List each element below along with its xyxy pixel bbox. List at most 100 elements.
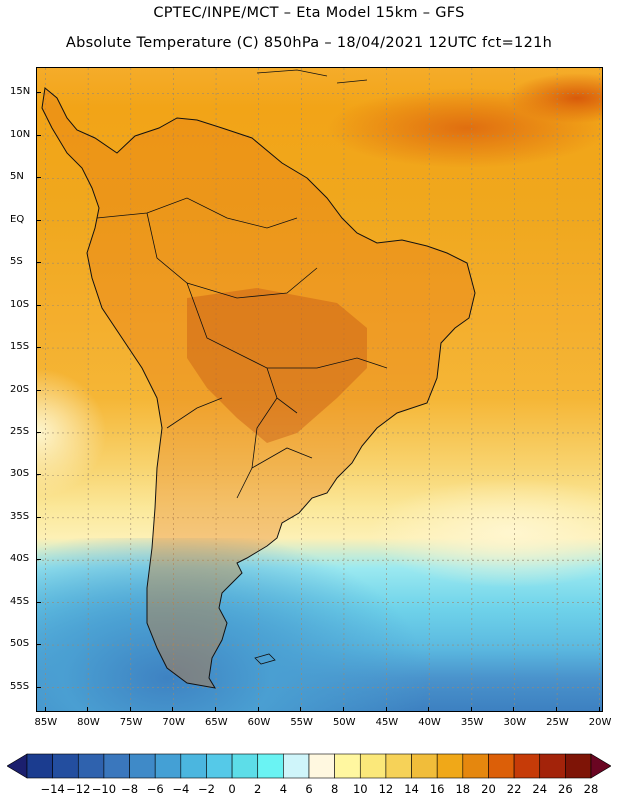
lat-tick xyxy=(36,601,41,603)
colorbar-label: 18 xyxy=(455,782,471,796)
falkland-islands xyxy=(254,653,276,665)
lon-tick xyxy=(129,707,131,712)
lat-tick xyxy=(36,389,41,391)
lat-tick xyxy=(36,304,41,306)
colorbar-label: 12 xyxy=(378,782,394,796)
lon-label: 80W xyxy=(77,717,100,728)
lat-tick xyxy=(36,134,41,136)
lon-label: 50W xyxy=(332,717,356,728)
colorbar-label: 14 xyxy=(404,782,419,796)
lat-label: 50S xyxy=(10,638,30,650)
colorbar-label: 8 xyxy=(330,782,339,796)
colorbar-swatch xyxy=(462,753,489,779)
lat-label: EQ xyxy=(10,213,25,225)
colorbar xyxy=(7,753,611,779)
colorbar-label: −6 xyxy=(146,782,164,796)
lon-tick xyxy=(428,707,430,712)
lat-label: 5N xyxy=(10,171,24,183)
colorbar-swatch xyxy=(539,753,566,779)
colorbar-swatch xyxy=(565,753,592,779)
colorbar-swatch xyxy=(26,753,53,779)
colorbar-swatch xyxy=(308,753,335,779)
colorbar-swatch xyxy=(488,753,515,779)
lon-tick xyxy=(257,707,259,712)
colorbar-swatch xyxy=(385,753,412,779)
colorbar-label: 24 xyxy=(532,782,548,796)
caribbean-islands xyxy=(256,69,368,84)
colorbar-swatch xyxy=(359,753,387,779)
colorbar-label: 6 xyxy=(305,782,313,796)
lon-tick xyxy=(342,707,344,712)
lat-tick xyxy=(36,219,41,221)
lon-tick xyxy=(598,707,600,712)
lon-tick xyxy=(513,707,515,712)
lat-tick xyxy=(36,431,41,433)
colorbar-label: 22 xyxy=(506,782,522,796)
colorbar-swatch xyxy=(411,753,438,779)
lat-label: 35S xyxy=(10,510,30,522)
lat-label: 15N xyxy=(10,86,31,98)
lon-label: 55W xyxy=(290,717,313,728)
lon-tick xyxy=(87,707,89,712)
lon-label: 40W xyxy=(418,717,441,728)
lon-label: 20W xyxy=(588,717,612,728)
lon-tick xyxy=(44,707,46,712)
colorbar-swatch xyxy=(129,753,156,779)
lat-tick xyxy=(36,177,41,179)
lon-tick xyxy=(172,707,174,712)
lon-label: 45W xyxy=(375,717,399,728)
lon-label: 30W xyxy=(503,717,527,728)
colorbar-swatch xyxy=(52,753,79,779)
colorbar-right-arrow xyxy=(590,753,611,779)
lat-tick xyxy=(36,686,41,688)
colorbar-swatch xyxy=(436,753,464,779)
colorbar-label: −2 xyxy=(197,782,215,796)
colorbar-label: 26 xyxy=(558,782,573,796)
lon-tick xyxy=(215,707,217,712)
lat-label: 20S xyxy=(10,383,30,395)
colorbar-swatch xyxy=(283,753,310,779)
lon-label: 85W xyxy=(34,717,58,728)
lat-label: 15S xyxy=(10,341,30,353)
interior-warm-core xyxy=(187,288,367,443)
chart-title-line1: CPTEC/INPE/MCT – Eta Model 15km – GFS xyxy=(153,5,465,21)
colorbar-swatch xyxy=(77,753,105,779)
lat-label: 30S xyxy=(10,468,30,480)
lat-label: 25S xyxy=(10,425,30,437)
lon-tick xyxy=(385,707,387,712)
temperature-map xyxy=(36,67,603,712)
lon-tick xyxy=(300,707,302,712)
colorbar-label: 10 xyxy=(352,782,368,796)
cold-southern-region xyxy=(37,538,602,711)
colorbar-swatch xyxy=(154,753,182,779)
colorbar-swatch xyxy=(513,753,541,779)
lon-label: 75W xyxy=(119,717,143,728)
colorbar-swatch xyxy=(206,753,233,779)
lon-label: 35W xyxy=(460,717,484,728)
lon-tick xyxy=(556,707,558,712)
country-borders xyxy=(96,197,388,499)
lon-label: 70W xyxy=(162,717,186,728)
colorbar-label: −12 xyxy=(66,782,91,796)
lat-label: 5S xyxy=(10,256,23,268)
lat-tick xyxy=(36,559,41,561)
colorbar-label: −8 xyxy=(121,782,139,796)
lat-tick xyxy=(36,92,41,94)
colorbar-swatch xyxy=(180,753,207,779)
colorbar-label: 28 xyxy=(583,782,599,796)
colorbar-label: 20 xyxy=(481,782,496,796)
lat-tick xyxy=(36,347,41,349)
colorbar-left-arrow xyxy=(7,753,28,779)
coastline-layer xyxy=(37,68,602,711)
colorbar-label: −4 xyxy=(172,782,190,796)
lat-tick xyxy=(36,262,41,264)
colorbar-label: 2 xyxy=(254,782,262,796)
colorbar-swatch xyxy=(231,753,259,779)
lon-label: 25W xyxy=(546,717,569,728)
lat-tick xyxy=(36,644,41,646)
colorbar-label: 16 xyxy=(429,782,445,796)
lat-label: 40S xyxy=(10,553,30,565)
lon-label: 65W xyxy=(205,717,228,728)
lat-label: 55S xyxy=(10,680,30,692)
colorbar-label: −10 xyxy=(91,782,117,796)
